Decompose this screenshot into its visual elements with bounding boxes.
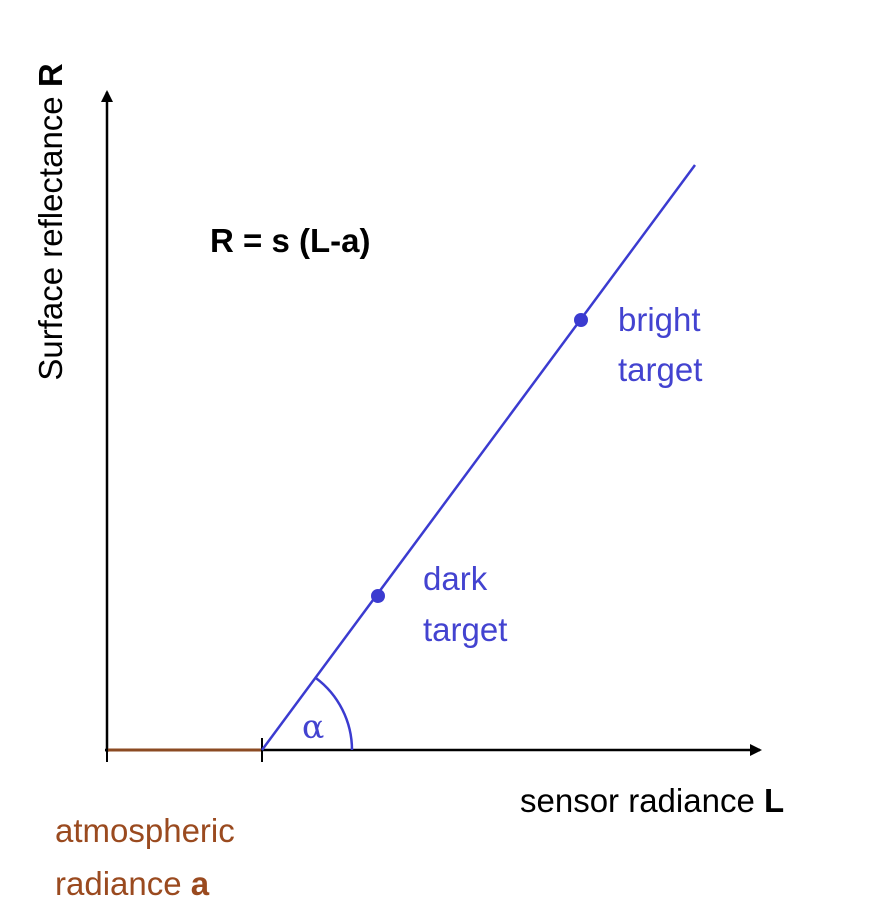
angle-arc [314, 676, 354, 751]
bright-label: bright [618, 301, 701, 338]
equation: R = s (L-a) [210, 222, 370, 259]
dark-label: dark [423, 560, 488, 597]
x-axis-label: sensor radiance L [520, 782, 784, 819]
bright-point [574, 313, 588, 327]
dark-label: target [423, 611, 507, 648]
y-axis-label: Surface reflectance R [32, 63, 69, 381]
offset-label: atmospheric [55, 812, 235, 849]
dark-point [371, 589, 385, 603]
bright-label: target [618, 351, 702, 388]
calibration-line [260, 164, 697, 751]
offset-label: radiance a [55, 865, 210, 899]
angle-label: α [302, 707, 324, 746]
